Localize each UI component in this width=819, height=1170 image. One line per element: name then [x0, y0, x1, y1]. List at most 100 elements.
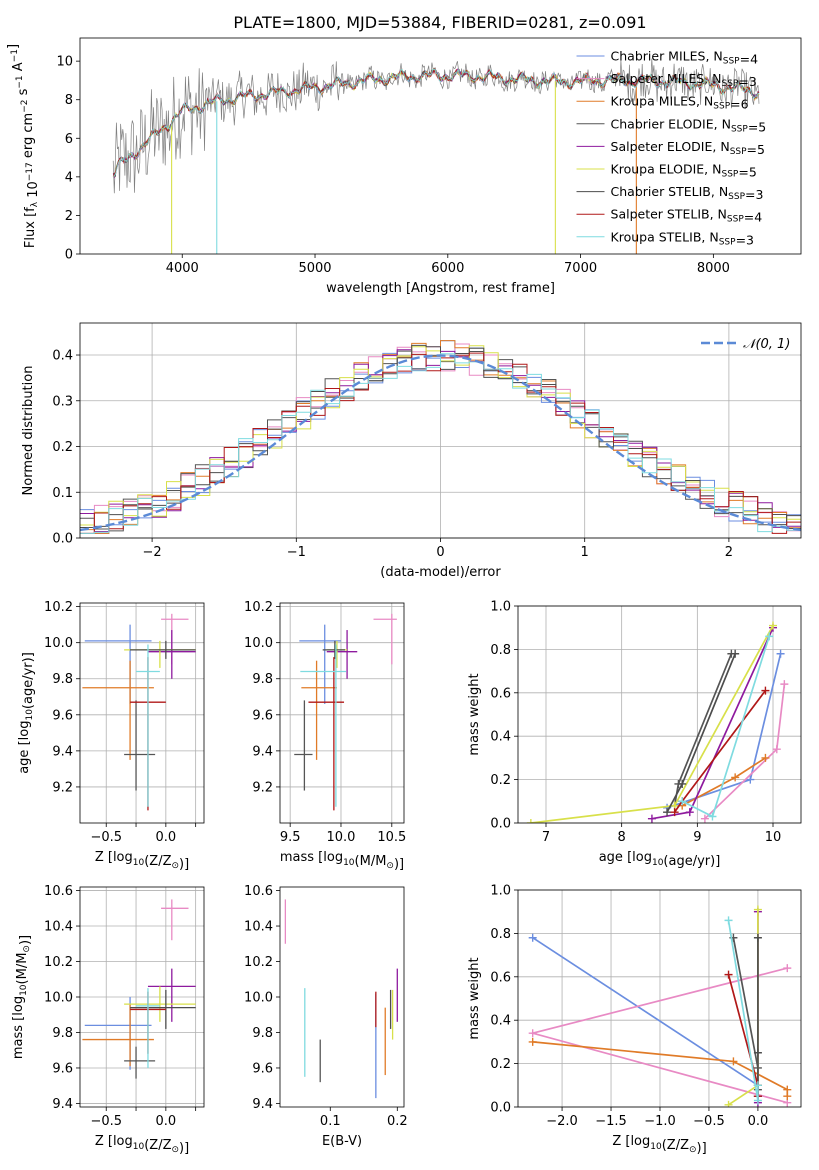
y-tick-label: 0.8 [490, 927, 511, 942]
x-tick-label: 0.1 [320, 1114, 341, 1129]
weight-marker [776, 649, 785, 658]
weight-marker [731, 649, 740, 658]
z-mass-xlabel: Z [log10(Z/Z⊙)] [95, 1134, 189, 1156]
x-tick-label: 10.0 [327, 830, 356, 845]
z-mass-panel: −0.5 0.0 9.4 9.6 9.8 10.0 10.2 10.4 10.6 Z [log10… [11, 884, 205, 1156]
plot-area [294, 613, 397, 811]
weight-marker [753, 1081, 762, 1090]
x-tick-label: 4000 [166, 261, 199, 276]
plot-area [284, 899, 398, 1099]
weight-marker [729, 1057, 738, 1066]
y-tick-label: 10 [56, 55, 73, 70]
weight-marker [783, 1085, 792, 1094]
x-tick-label: −0.5 [693, 1114, 725, 1129]
residual-xlabel: (data-model)/error [380, 565, 501, 580]
x-tick-label: 0.0 [156, 1114, 177, 1129]
weight-marker [700, 814, 709, 823]
age-weight-xlabel: age [log10(age/yr)] [599, 850, 721, 869]
weight-marker [746, 775, 755, 784]
y-tick-label: 0 [65, 248, 73, 263]
y-tick-label: 2 [65, 209, 73, 224]
plot-area [82, 899, 196, 1079]
y-tick-label: 10.0 [44, 991, 73, 1006]
weight-marker [724, 916, 733, 925]
plot-area [112, 58, 760, 254]
weight-marker [724, 1100, 733, 1107]
legend-label: 𝒩(0, 1) [743, 337, 790, 352]
y-tick-label: 10.0 [244, 991, 273, 1006]
y-tick-label: 4 [65, 170, 73, 185]
weight-marker [678, 797, 687, 806]
y-tick-label: 10.0 [244, 636, 273, 651]
weight-marker [780, 680, 789, 689]
y-tick-label: 0.3 [52, 394, 73, 409]
y-tick-label: 10.2 [244, 600, 273, 615]
axes-frame [79, 322, 802, 539]
ebv-mass-panel: 0.1 0.2 9.4 9.6 9.8 10.0 10.2 10.4 10.6 E(B-V) [244, 884, 408, 1149]
weight-marker [526, 819, 535, 823]
mass-age-panel: 9.5 10.0 10.5 9.2 9.4 9.6 9.8 10.0 10.2 mass [log… [244, 600, 406, 872]
y-tick-label: 0.0 [490, 1101, 511, 1116]
x-tick-label: 8 [618, 830, 626, 845]
legend-label: Kroupa ELODIE, NSSP=5 [611, 162, 757, 180]
spectrum-xlabel: wavelength [Angstrom, rest frame] [326, 281, 555, 296]
x-tick-label: 2 [725, 545, 733, 560]
y-tick-label: 9.6 [252, 708, 273, 723]
weight-marker [670, 808, 679, 817]
x-tick-label: 0 [436, 545, 444, 560]
spectrum-model-line [112, 68, 760, 178]
x-tick-label: 10 [765, 830, 782, 845]
weight-marker [753, 1048, 762, 1057]
z-age-ylabel: age [log10(age/yr)] [17, 652, 36, 774]
weight-marker [761, 686, 770, 695]
y-tick-label: 0.0 [490, 817, 511, 832]
axes-frame [279, 886, 405, 1108]
y-tick-label: 9.8 [52, 1026, 73, 1041]
mass-age-xlabel: mass [log10(M/M⊙)] [280, 850, 404, 872]
y-tick-label: 0.2 [490, 1057, 511, 1072]
x-tick-label: −1.5 [595, 1114, 627, 1129]
weight-marker [678, 779, 687, 788]
weight-marker [663, 808, 672, 817]
weight-marker [685, 808, 694, 817]
residual-ylabel: Normed distribution [21, 366, 36, 496]
y-tick-label: 10.2 [44, 600, 73, 615]
legend-label: Chabrier ELODIE, NSSP=5 [611, 116, 767, 134]
weight-line [727, 920, 759, 1101]
legend-label: Salpeter STELIB, NSSP=4 [611, 207, 763, 225]
y-tick-label: 9.4 [52, 744, 73, 759]
x-tick-label: 0.0 [156, 830, 177, 845]
x-tick-label: 8000 [697, 261, 730, 276]
y-tick-label: 0.4 [490, 1014, 511, 1029]
weight-marker [765, 632, 774, 641]
z-weight-ylabel: mass weight [467, 957, 482, 1039]
z-weight-panel: −2.0 −1.5 −1.0 −0.5 0.0 0.0 0.2 0.4 0.6 0.8 1.0 Z [… [467, 884, 802, 1156]
axes-frame [517, 889, 802, 1108]
y-tick-label: 6 [65, 132, 73, 147]
residual-panel: −2 −1 0 1 2 0.0 0.1 0.2 0.3 0.4 (data-model)/error… [21, 322, 802, 580]
y-tick-label: 1.0 [490, 600, 511, 615]
z-age-panel: −0.5 0.0 9.2 9.4 9.6 9.8 10.0 10.2 Z [log10(Z/Z⊙… [17, 600, 205, 872]
x-tick-label: 9 [693, 830, 701, 845]
z-weight-xlabel: Z [log10(Z/Z⊙)] [612, 1134, 706, 1156]
weight-marker [753, 905, 762, 914]
x-tick-label: 0.2 [387, 1114, 408, 1129]
legend-label: Kroupa MILES, NSSP=6 [611, 94, 749, 112]
axes-frame [279, 602, 405, 824]
legend-label: Kroupa STELIB, NSSP=3 [611, 229, 755, 247]
weight-marker [724, 970, 733, 979]
weight-line [666, 653, 782, 809]
y-tick-label: 10.0 [44, 636, 73, 651]
y-tick-label: 9.4 [52, 1097, 73, 1112]
spectrum-ylabel: Flux [fλ 10−17 erg cm−2 s−1 A−1] [6, 44, 41, 248]
weight-marker [769, 621, 778, 630]
y-tick-label: 10.4 [44, 920, 73, 935]
y-tick-label: 9.6 [252, 1061, 273, 1076]
x-tick-label: −0.5 [90, 1114, 122, 1129]
y-tick-label: 9.6 [52, 1061, 73, 1076]
legend-label: Salpeter MILES, NSSP=3 [611, 71, 757, 89]
age-weight-panel: 7 8 9 10 0.0 0.2 0.4 0.6 0.8 1.0 age [log10(age/yr… [467, 600, 802, 869]
x-tick-label: 9.5 [280, 830, 301, 845]
normal-curve [80, 354, 801, 532]
